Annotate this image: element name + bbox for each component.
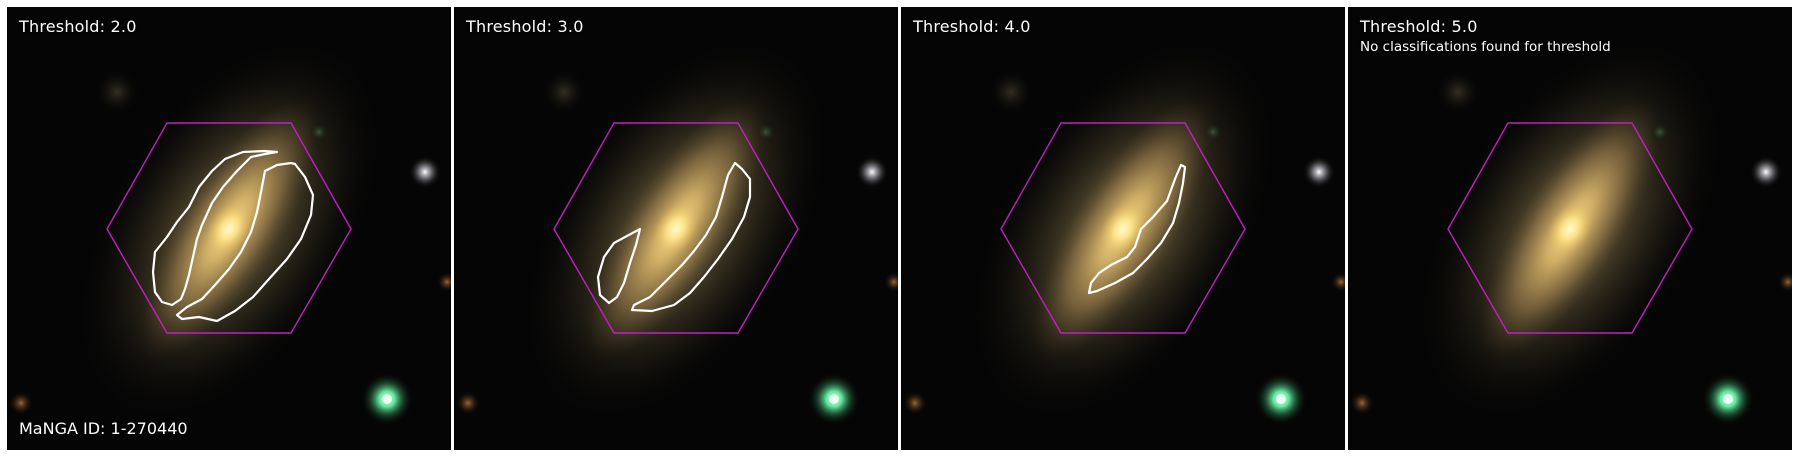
ifu-hexagon <box>1000 122 1246 334</box>
contour-region <box>1087 163 1187 295</box>
ifu-hexagon <box>1447 122 1693 334</box>
galaxy-image <box>454 7 898 450</box>
contour-region <box>630 161 752 313</box>
manga-id-label: MaNGA ID: 1-270440 <box>19 419 188 438</box>
panel-threshold-5: Threshold: 5.0 No classifications found … <box>1348 7 1792 450</box>
galaxy-image <box>1348 7 1792 450</box>
threshold-label: Threshold: 4.0 <box>913 17 1031 36</box>
contour-region <box>175 161 315 323</box>
panel-threshold-4: Threshold: 4.0 <box>901 7 1345 450</box>
threshold-label: Threshold: 5.0 <box>1360 17 1478 36</box>
ifu-hexagon <box>553 122 799 334</box>
no-classification-note: No classifications found for threshold <box>1360 39 1611 55</box>
threshold-label: Threshold: 3.0 <box>466 17 584 36</box>
galaxy-image <box>7 7 451 450</box>
panel-threshold-2: Threshold: 2.0 MaNGA ID: 1-270440 <box>7 7 451 450</box>
panel-threshold-3: Threshold: 3.0 <box>454 7 898 450</box>
ifu-hexagon <box>106 122 352 334</box>
galaxy-image <box>901 7 1345 450</box>
contour-region <box>151 149 279 307</box>
contour-region <box>596 227 642 305</box>
threshold-label: Threshold: 2.0 <box>19 17 137 36</box>
